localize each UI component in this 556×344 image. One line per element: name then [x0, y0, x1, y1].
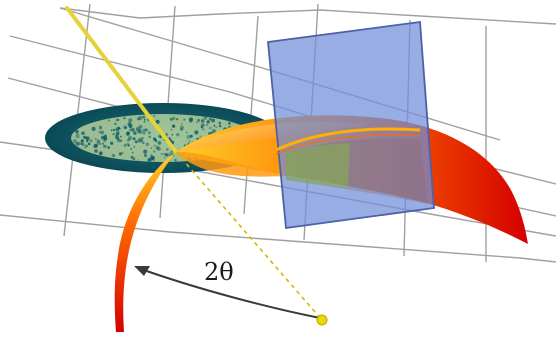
angle-label: 2θ [204, 258, 234, 286]
cone-front-face [176, 151, 290, 177]
diffraction-ring [275, 127, 421, 152]
cone-left-limb [114, 152, 176, 332]
angle-arrowhead-icon [134, 266, 150, 276]
detector-plane [267, 20, 435, 230]
focus-point [316, 314, 328, 326]
guide-line [175, 151, 323, 321]
angle-arrow [137, 267, 321, 319]
incident-beam [65, 6, 178, 154]
